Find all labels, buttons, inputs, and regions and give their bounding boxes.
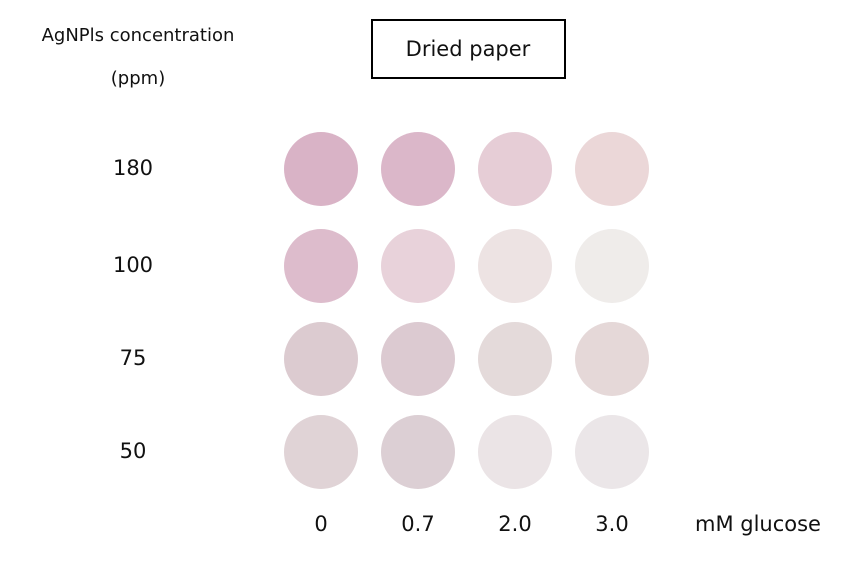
paper-spot [381, 132, 455, 206]
row-label: 180 [113, 156, 153, 180]
paper-spot [575, 415, 649, 489]
paper-spot [381, 415, 455, 489]
row-label: 100 [113, 253, 153, 277]
paper-spot [575, 322, 649, 396]
paper-spot [478, 132, 552, 206]
paper-spot [381, 229, 455, 303]
figure: AgNPls concentration (ppm) Dried paper m… [0, 0, 858, 585]
column-label: 3.0 [595, 512, 628, 536]
column-label: 0 [314, 512, 327, 536]
y-unit: (ppm) [111, 68, 165, 89]
paper-spot [381, 322, 455, 396]
paper-spot [575, 229, 649, 303]
row-label: 50 [120, 439, 147, 463]
paper-spot [284, 415, 358, 489]
paper-spot [478, 322, 552, 396]
panel-title: Dried paper [406, 37, 531, 61]
x-title: mM glucose [695, 512, 821, 536]
paper-spot [284, 132, 358, 206]
paper-spot [284, 322, 358, 396]
row-label: 75 [120, 346, 147, 370]
paper-spot [478, 415, 552, 489]
column-label: 0.7 [401, 512, 434, 536]
column-label: 2.0 [498, 512, 531, 536]
paper-spot [575, 132, 649, 206]
y-title: AgNPls concentration [42, 25, 235, 46]
paper-spot [478, 229, 552, 303]
paper-spot [284, 229, 358, 303]
